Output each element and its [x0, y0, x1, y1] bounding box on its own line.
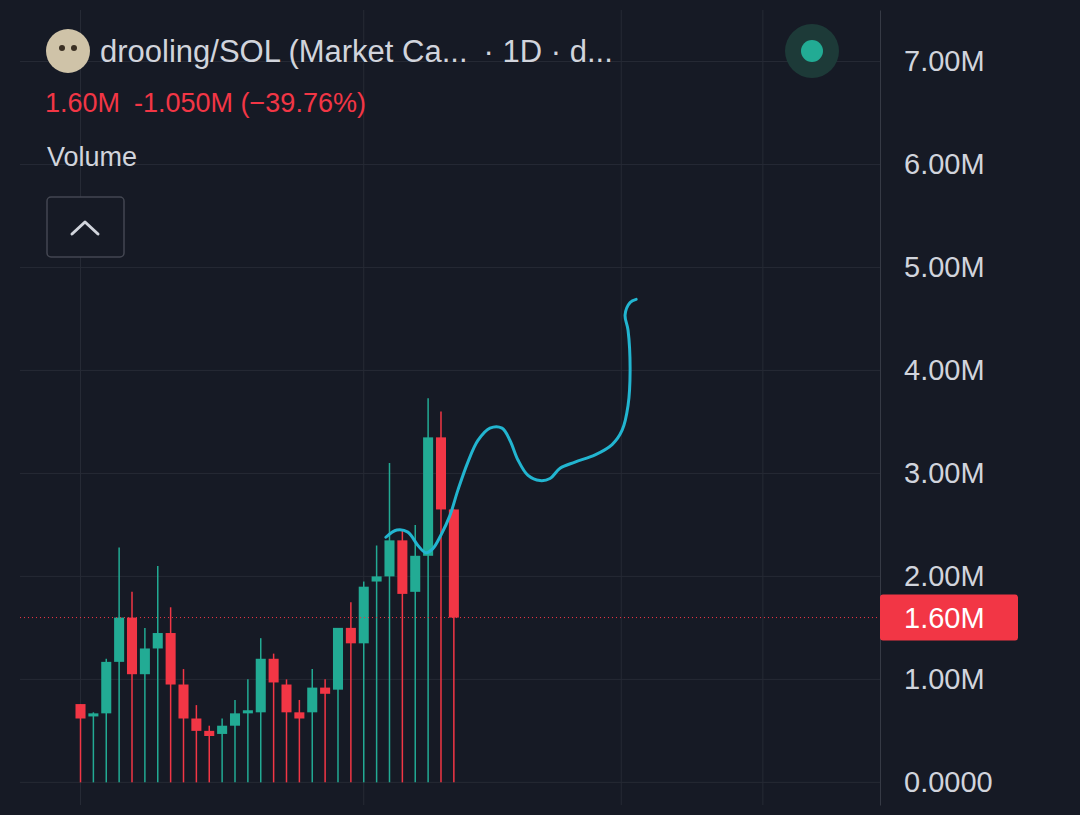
grid — [20, 10, 880, 805]
candle-body — [397, 540, 407, 594]
tick-label: 6.00M — [904, 148, 985, 180]
grid-line — [80, 10, 81, 805]
token-icon-eye — [71, 45, 77, 51]
price-line — [20, 617, 880, 618]
candle-body — [320, 688, 330, 694]
collapse-button[interactable] — [47, 197, 124, 257]
candle-body — [294, 712, 304, 718]
grid-line — [20, 267, 880, 268]
tick: 6.00M — [880, 148, 985, 180]
token-icon-eye — [59, 45, 65, 51]
price-label-text: 1.60M — [904, 602, 985, 634]
candle-body — [101, 662, 111, 713]
grid-line — [762, 10, 763, 805]
caret-icon[interactable] — [72, 222, 98, 234]
tick-label: 0.0000 — [904, 766, 993, 798]
token-icon — [46, 29, 90, 73]
candle-body — [281, 685, 291, 713]
candle-body — [436, 437, 446, 509]
tick-label: 5.00M — [904, 251, 985, 283]
candle-body — [307, 688, 317, 713]
last-value: 1.60M — [45, 88, 120, 118]
candle-body — [114, 618, 124, 662]
candle-body — [384, 540, 394, 576]
tick-label: 4.00M — [904, 354, 985, 386]
candle-body — [178, 685, 188, 719]
candle-wick — [299, 700, 301, 782]
tick: 1.00M — [880, 663, 985, 695]
candle-wick — [247, 679, 249, 782]
tick: 3.00M — [880, 457, 985, 489]
change: -1.050M (−39.76%) — [134, 88, 366, 118]
grid-line — [20, 679, 880, 680]
title: drooling/SOL (Market Ca... — [100, 34, 468, 69]
chart: 0.0000 1.00M 2.00M 3.00M 4.00M 5.00M 6.00M 7.00… — [0, 0, 1080, 815]
grid-line — [20, 473, 880, 474]
candle-body — [204, 731, 214, 736]
candle-body — [359, 587, 369, 644]
background — [0, 0, 1080, 815]
candle-body — [153, 633, 163, 648]
candle-body — [256, 659, 266, 713]
candle-body — [75, 704, 85, 718]
tick: 5.00M — [880, 251, 985, 283]
candle-body — [346, 628, 356, 643]
candle-body — [88, 713, 98, 716]
tick: 2.00M — [880, 560, 985, 592]
candle-body — [449, 509, 459, 617]
status-ring — [785, 24, 839, 78]
status-dot — [801, 40, 823, 62]
candle-wick — [311, 669, 313, 782]
candle-wick — [196, 705, 198, 782]
candle-body — [191, 718, 201, 730]
candle-wick — [324, 679, 326, 782]
candle-body — [140, 648, 150, 674]
candle-body — [333, 628, 343, 690]
plot-area — [20, 299, 880, 782]
candle-wick — [389, 463, 391, 782]
price-label: 1.60M — [880, 595, 1018, 641]
candle-wick — [234, 700, 236, 782]
tick: 7.00M — [880, 45, 985, 77]
header: drooling/SOL (Market Ca... · 1D · d... 1.6… — [45, 24, 839, 257]
y-axis: 0.0000 1.00M 2.00M 3.00M 4.00M 5.00M 6.00M 7.00… — [880, 11, 993, 806]
tick-label: 3.00M — [904, 457, 985, 489]
candle-wick — [118, 548, 120, 783]
candle-body — [410, 556, 420, 592]
price-label-box — [880, 595, 1018, 641]
button-frame[interactable] — [47, 197, 124, 257]
candle-body — [423, 437, 433, 555]
grid-line — [20, 782, 880, 783]
candle-wick — [93, 712, 95, 782]
candle-body — [166, 633, 176, 684]
candle-body — [217, 726, 227, 734]
tick-label: 1.00M — [904, 663, 985, 695]
tick: 0.0000 — [880, 766, 993, 798]
grid-line — [20, 164, 880, 165]
candle-body — [372, 576, 382, 581]
candle-body — [127, 618, 137, 675]
candle-wick — [157, 566, 159, 782]
grid-line — [621, 10, 622, 805]
tick: 4.00M — [880, 354, 985, 386]
volume-label: Volume — [47, 142, 137, 172]
subtitle: · 1D · d... — [484, 34, 613, 69]
axis-line — [880, 11, 881, 806]
tick-label: 7.00M — [904, 45, 985, 77]
candle-body — [243, 710, 253, 713]
grid-line — [363, 10, 364, 805]
tick-label: 2.00M — [904, 560, 985, 592]
drawn-line — [386, 299, 636, 552]
candle-body — [269, 659, 279, 683]
candle-body — [230, 713, 240, 725]
grid-line — [20, 370, 880, 371]
